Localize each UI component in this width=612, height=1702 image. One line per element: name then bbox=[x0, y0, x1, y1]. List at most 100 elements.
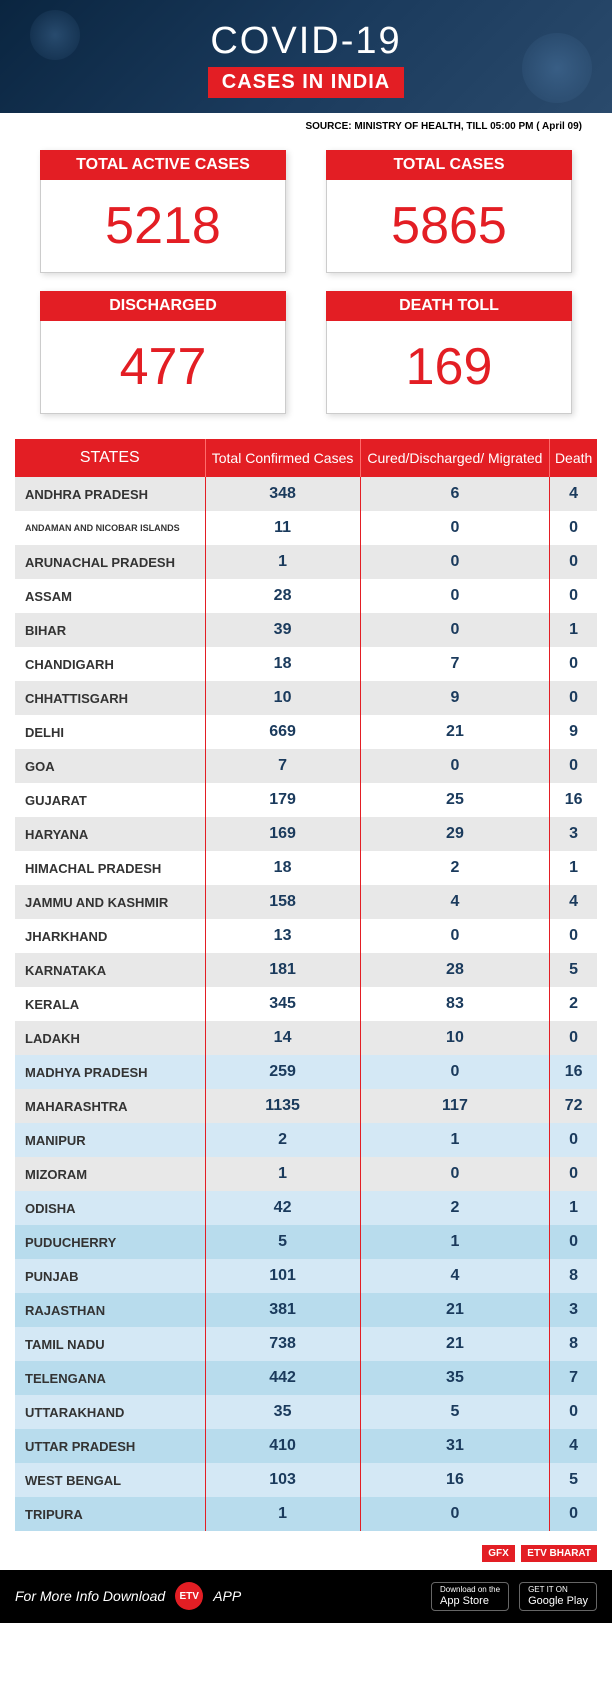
table-row: MIZORAM100 bbox=[15, 1157, 597, 1191]
cell-state: PUNJAB bbox=[15, 1259, 205, 1293]
cell-state: BIHAR bbox=[15, 613, 205, 647]
cell-death: 1 bbox=[550, 851, 597, 885]
cell-cured: 31 bbox=[360, 1429, 550, 1463]
table-row: ARUNACHAL PRADESH100 bbox=[15, 545, 597, 579]
table-row: TELENGANA442357 bbox=[15, 1361, 597, 1395]
cell-confirmed: 1 bbox=[205, 545, 360, 579]
cell-state: CHANDIGARH bbox=[15, 647, 205, 681]
cell-confirmed: 345 bbox=[205, 987, 360, 1021]
cell-death: 0 bbox=[550, 1157, 597, 1191]
cell-confirmed: 7 bbox=[205, 749, 360, 783]
cell-confirmed: 18 bbox=[205, 647, 360, 681]
table-body: ANDHRA PRADESH34864ANDAMAN AND NICOBAR I… bbox=[15, 477, 597, 1531]
cell-death: 0 bbox=[550, 647, 597, 681]
table-row: GUJARAT1792516 bbox=[15, 783, 597, 817]
table-row: JHARKHAND1300 bbox=[15, 919, 597, 953]
cell-cured: 0 bbox=[360, 613, 550, 647]
cell-death: 9 bbox=[550, 715, 597, 749]
cell-death: 0 bbox=[550, 1021, 597, 1055]
table-header-row: STATES Total Confirmed Cases Cured/Disch… bbox=[15, 439, 597, 477]
cell-cured: 21 bbox=[360, 1327, 550, 1361]
table-row: LADAKH14100 bbox=[15, 1021, 597, 1055]
cell-death: 1 bbox=[550, 1191, 597, 1225]
cell-confirmed: 101 bbox=[205, 1259, 360, 1293]
col-death: Death bbox=[550, 439, 597, 477]
playstore-top: GET IT ON bbox=[528, 1585, 568, 1594]
table-row: ANDAMAN AND NICOBAR ISLANDS1100 bbox=[15, 511, 597, 545]
playstore-link[interactable]: GET IT ON Google Play bbox=[519, 1582, 597, 1611]
cell-death: 4 bbox=[550, 885, 597, 919]
cell-death: 0 bbox=[550, 1497, 597, 1531]
table-row: HIMACHAL PRADESH1821 bbox=[15, 851, 597, 885]
cell-confirmed: 28 bbox=[205, 579, 360, 613]
cell-cured: 7 bbox=[360, 647, 550, 681]
cell-cured: 28 bbox=[360, 953, 550, 987]
cell-confirmed: 5 bbox=[205, 1225, 360, 1259]
stat-death-toll: DEATH TOLL 169 bbox=[326, 291, 572, 414]
cell-confirmed: 442 bbox=[205, 1361, 360, 1395]
header-banner: COVID-19 CASES IN INDIA bbox=[0, 0, 612, 113]
stat-value: 477 bbox=[41, 321, 285, 413]
cell-death: 4 bbox=[550, 1429, 597, 1463]
cell-cured: 83 bbox=[360, 987, 550, 1021]
cell-state: MANIPUR bbox=[15, 1123, 205, 1157]
cell-death: 5 bbox=[550, 1463, 597, 1497]
table-row: RAJASTHAN381213 bbox=[15, 1293, 597, 1327]
col-states: STATES bbox=[15, 439, 205, 477]
appstore-link[interactable]: Download on the App Store bbox=[431, 1582, 509, 1611]
cell-state: TAMIL NADU bbox=[15, 1327, 205, 1361]
cell-state: ODISHA bbox=[15, 1191, 205, 1225]
cell-confirmed: 179 bbox=[205, 783, 360, 817]
cell-state: KARNATAKA bbox=[15, 953, 205, 987]
col-cured: Cured/Discharged/ Migrated bbox=[360, 439, 550, 477]
cell-confirmed: 169 bbox=[205, 817, 360, 851]
cell-confirmed: 410 bbox=[205, 1429, 360, 1463]
cell-cured: 4 bbox=[360, 1259, 550, 1293]
stat-total-cases: TOTAL CASES 5865 bbox=[326, 150, 572, 273]
cell-confirmed: 348 bbox=[205, 477, 360, 511]
cell-state: MAHARASHTRA bbox=[15, 1089, 205, 1123]
cell-death: 16 bbox=[550, 1055, 597, 1089]
cell-confirmed: 381 bbox=[205, 1293, 360, 1327]
cell-death: 0 bbox=[550, 579, 597, 613]
cell-death: 8 bbox=[550, 1259, 597, 1293]
cell-cured: 1 bbox=[360, 1225, 550, 1259]
appstore-top: Download on the bbox=[440, 1585, 500, 1594]
cell-confirmed: 259 bbox=[205, 1055, 360, 1089]
cell-cured: 0 bbox=[360, 545, 550, 579]
cell-confirmed: 39 bbox=[205, 613, 360, 647]
table-row: CHHATTISGARH1090 bbox=[15, 681, 597, 715]
cell-cured: 21 bbox=[360, 715, 550, 749]
title-sub: CASES IN INDIA bbox=[208, 67, 404, 98]
cell-confirmed: 1 bbox=[205, 1157, 360, 1191]
table-row: UTTAR PRADESH410314 bbox=[15, 1429, 597, 1463]
cell-state: GUJARAT bbox=[15, 783, 205, 817]
playstore-bottom: Google Play bbox=[528, 1595, 588, 1607]
cell-death: 0 bbox=[550, 511, 597, 545]
cell-cured: 5 bbox=[360, 1395, 550, 1429]
cell-death: 16 bbox=[550, 783, 597, 817]
cell-death: 3 bbox=[550, 817, 597, 851]
cell-cured: 0 bbox=[360, 1055, 550, 1089]
cell-state: HIMACHAL PRADESH bbox=[15, 851, 205, 885]
cell-death: 4 bbox=[550, 477, 597, 511]
table-row: BIHAR3901 bbox=[15, 613, 597, 647]
states-table: STATES Total Confirmed Cases Cured/Disch… bbox=[15, 439, 597, 1531]
cell-state: ASSAM bbox=[15, 579, 205, 613]
footer-app: APP bbox=[213, 1588, 241, 1604]
cell-state: JAMMU AND KASHMIR bbox=[15, 885, 205, 919]
cell-state: TELENGANA bbox=[15, 1361, 205, 1395]
cell-cured: 2 bbox=[360, 1191, 550, 1225]
cell-cured: 10 bbox=[360, 1021, 550, 1055]
cell-cured: 16 bbox=[360, 1463, 550, 1497]
cell-cured: 0 bbox=[360, 511, 550, 545]
table-row: TRIPURA100 bbox=[15, 1497, 597, 1531]
cell-cured: 0 bbox=[360, 1497, 550, 1531]
table-row: PUDUCHERRY510 bbox=[15, 1225, 597, 1259]
cell-confirmed: 13 bbox=[205, 919, 360, 953]
cell-confirmed: 10 bbox=[205, 681, 360, 715]
etv-badge: ETV BHARAT bbox=[521, 1545, 597, 1562]
stat-label: DEATH TOLL bbox=[326, 291, 572, 321]
cell-death: 0 bbox=[550, 681, 597, 715]
cell-state: LADAKH bbox=[15, 1021, 205, 1055]
